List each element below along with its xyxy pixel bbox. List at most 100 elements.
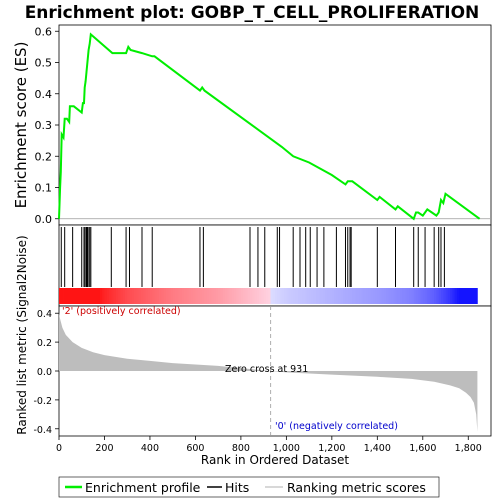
heatmap-cell <box>184 288 187 304</box>
heatmap-cell <box>93 288 96 304</box>
heatmap-cell <box>247 288 251 304</box>
es-y-tick-label: 0.2 <box>35 150 53 163</box>
heatmap-cell <box>261 288 265 304</box>
legend-box <box>58 476 440 498</box>
heatmap-cell <box>143 288 146 304</box>
heatmap-cell <box>461 288 465 304</box>
heatmap-cell <box>372 288 376 304</box>
heatmap-cell <box>438 288 442 304</box>
heatmap-cell <box>84 288 87 304</box>
chart-title: Enrichment plot: GOBP_T_CELL_PROLIFERATI… <box>25 3 480 23</box>
heatmap-cell <box>279 288 283 304</box>
heatmap-cell <box>286 288 290 304</box>
heatmap-cell <box>259 288 262 304</box>
heatmap-cell <box>211 288 215 304</box>
heatmap-cell <box>179 288 183 304</box>
es-y-tick-label: 0.1 <box>35 182 53 195</box>
heatmap-cell <box>304 288 308 304</box>
heatmap-cell <box>195 288 199 304</box>
heatmap-cell <box>309 288 312 304</box>
heatmap-cell <box>61 288 64 304</box>
heatmap-cell <box>270 288 274 304</box>
heatmap-cell <box>402 288 405 304</box>
heatmap-cell <box>293 288 296 304</box>
heatmap-cell <box>459 288 462 304</box>
heatmap-cell <box>256 288 260 304</box>
x-tick-label: 400 <box>141 443 159 454</box>
heatmap-cell <box>81 288 85 304</box>
heatmap-cell <box>313 288 317 304</box>
x-tick-label: 200 <box>95 443 113 454</box>
heatmap-cell <box>254 288 258 304</box>
x-tick-label: 1,800 <box>455 443 482 454</box>
heatmap-cell <box>161 288 164 304</box>
heatmap-cell <box>165 288 169 304</box>
heatmap-cell <box>281 288 285 304</box>
rank-heatmap-bar <box>59 288 478 304</box>
heatmap-cell <box>418 288 421 304</box>
heatmap-cell <box>302 288 305 304</box>
heatmap-cell <box>393 288 396 304</box>
heatmap-cell <box>463 288 467 304</box>
heatmap-cell <box>447 288 451 304</box>
zero-cross-label: Zero cross at 931 <box>225 364 308 375</box>
heatmap-cell <box>170 288 174 304</box>
heatmap-cell <box>204 288 208 304</box>
es-y-tick-label: 0.4 <box>35 88 53 101</box>
heatmap-cell <box>361 288 365 304</box>
heatmap-cell <box>268 288 271 304</box>
heatmap-cell <box>381 288 385 304</box>
heatmap-cell <box>340 288 344 304</box>
heatmap-cell <box>156 288 160 304</box>
heatmap-cell <box>127 288 130 304</box>
heatmap-cell <box>322 288 326 304</box>
heatmap-cell <box>456 288 460 304</box>
x-tick-label: 1,400 <box>364 443 391 454</box>
ranking-area-group <box>59 306 478 436</box>
x-tick-label: 0 <box>56 443 62 454</box>
rank-y-ticks: 0.4 0.2 0.0 -0.2 -0.4 <box>33 309 59 436</box>
heatmap-cell <box>63 288 67 304</box>
heatmap-cell <box>59 288 62 304</box>
heatmap-cell <box>297 288 301 304</box>
heatmap-cell <box>452 288 456 304</box>
heatmap-cell <box>249 288 253 304</box>
heatmap-cell <box>386 288 390 304</box>
heatmap-cell <box>406 288 410 304</box>
heatmap-cell <box>190 288 194 304</box>
es-y-ticks: 0.0 0.1 0.2 0.3 0.4 0.5 0.6 <box>35 25 59 226</box>
heatmap-cell <box>149 288 153 304</box>
heatmap-cell <box>356 288 360 304</box>
heatmap-cell <box>472 288 476 304</box>
heatmap-cell <box>425 288 428 304</box>
heatmap-cell <box>300 288 303 304</box>
es-y-tick-label: 0.5 <box>35 57 53 70</box>
heatmap-cell <box>277 288 280 304</box>
heatmap-cell <box>445 288 449 304</box>
heatmap-cell <box>368 288 371 304</box>
heatmap-cell <box>275 288 278 304</box>
ranking-metric-area <box>59 313 478 432</box>
heatmap-cell <box>345 288 349 304</box>
x-tick-label: 1,000 <box>273 443 300 454</box>
legend-label-enrichment: Enrichment profile <box>85 480 201 495</box>
heatmap-cell <box>129 288 133 304</box>
heatmap-cell <box>338 288 342 304</box>
heatmap-cell <box>145 288 149 304</box>
heatmap-cell <box>240 288 244 304</box>
heatmap-cell <box>327 288 330 304</box>
heatmap-cell <box>197 288 201 304</box>
heatmap-cell <box>413 288 417 304</box>
heatmap-cell <box>370 288 374 304</box>
heatmap-cell <box>154 288 158 304</box>
heatmap-cell <box>109 288 112 304</box>
heatmap-cell <box>220 288 224 304</box>
heatmap-cell <box>122 288 126 304</box>
heatmap-cell <box>400 288 403 304</box>
heatmap-cell <box>181 288 185 304</box>
heatmap-cell <box>186 288 189 304</box>
heatmap-cell <box>113 288 117 304</box>
heatmap-cell <box>118 288 121 304</box>
heatmap-cell <box>218 288 221 304</box>
